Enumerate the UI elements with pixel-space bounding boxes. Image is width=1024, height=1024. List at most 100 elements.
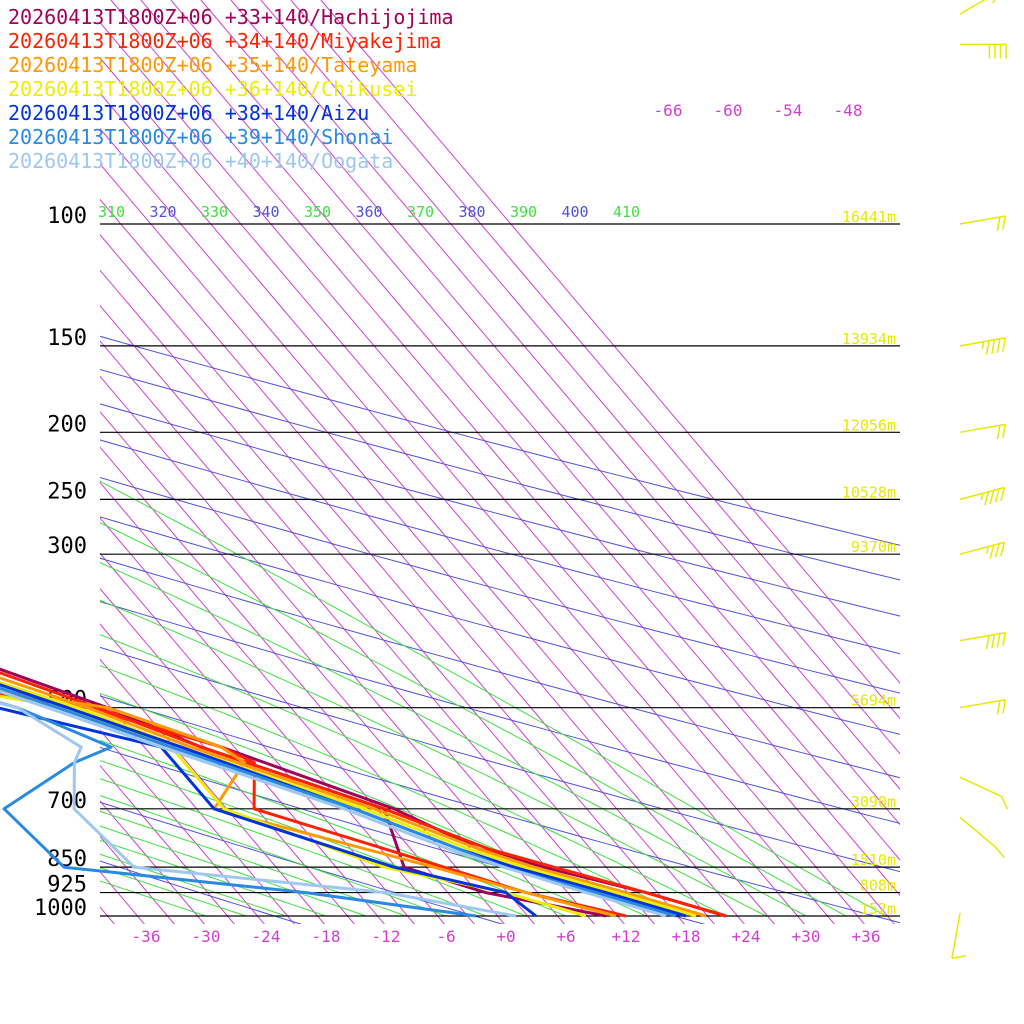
series-dew-line bbox=[0, 701, 517, 918]
dry-adiabat bbox=[100, 368, 900, 581]
pressure-label: 700 bbox=[47, 789, 87, 814]
wind-barb bbox=[959, 698, 1007, 715]
height-label: 13934m bbox=[842, 330, 896, 348]
dry-adiabat bbox=[100, 557, 900, 779]
isotherm bbox=[100, 269, 655, 924]
theta-label: 400 bbox=[562, 203, 589, 221]
isotherm bbox=[100, 21, 865, 924]
moist-adiabat bbox=[100, 480, 887, 917]
dry-adiabat bbox=[100, 601, 900, 824]
isotherm bbox=[100, 410, 535, 924]
isotherm bbox=[100, 764, 235, 924]
isotherm bbox=[100, 446, 505, 924]
x-tick-label: +12 bbox=[612, 927, 641, 946]
upper-temp-label: -54 bbox=[774, 101, 803, 120]
wind-barb bbox=[951, 912, 966, 960]
series-temp-line bbox=[0, 681, 697, 918]
isotherm bbox=[100, 375, 565, 924]
isotherm bbox=[100, 552, 415, 924]
height-label: 152m bbox=[860, 900, 896, 918]
x-tick-label: -36 bbox=[132, 927, 161, 946]
isotherm bbox=[100, 92, 805, 924]
moist-adiabat bbox=[100, 599, 767, 917]
height-label: 1510m bbox=[851, 851, 896, 869]
wind-barb bbox=[959, 423, 1007, 440]
series-temp-line bbox=[0, 676, 707, 918]
x-tick-label: +18 bbox=[672, 927, 701, 946]
series-temp-line bbox=[0, 689, 667, 918]
isotherm bbox=[100, 127, 775, 924]
wind-barbs bbox=[951, 0, 1009, 960]
legend-entry: 20260413T1800Z+06 +40+140/Oogata bbox=[8, 149, 393, 173]
isotherm bbox=[200, 0, 900, 826]
isotherm bbox=[100, 57, 835, 924]
wind-barb bbox=[959, 776, 1009, 810]
isotherm bbox=[170, 0, 900, 861]
isotherm bbox=[100, 340, 595, 924]
moist-adiabat bbox=[100, 778, 487, 917]
pressure-label: 925 bbox=[47, 873, 87, 898]
moist-adiabat bbox=[100, 562, 807, 917]
series-dew-line bbox=[0, 689, 617, 918]
moist-adiabat bbox=[100, 825, 367, 917]
height-labels: 16441m 13934m 12056m 10528m 9370m 5694m 3090m 1… bbox=[842, 208, 896, 918]
isotherm bbox=[260, 0, 900, 755]
moist-adiabat-lines bbox=[100, 480, 887, 917]
isotherm bbox=[100, 729, 265, 924]
x-tick-label: -24 bbox=[252, 927, 281, 946]
dry-adiabat bbox=[100, 801, 504, 924]
upper-temp-label: -60 bbox=[714, 101, 743, 120]
pressure-label: 250 bbox=[47, 479, 87, 504]
theta-labels: 310 320 330 340 350 360 370 380 390 400 410 bbox=[98, 203, 640, 221]
theta-label: 380 bbox=[459, 203, 486, 221]
series-temp-line bbox=[0, 686, 677, 918]
isotherm bbox=[290, 0, 900, 720]
wind-barb bbox=[959, 215, 1007, 231]
isotherm bbox=[100, 234, 685, 924]
moist-adiabat bbox=[100, 665, 687, 917]
moist-adiabat bbox=[100, 810, 407, 917]
isotherm bbox=[100, 517, 445, 924]
legend-entry: 20260413T1800Z+06 +36+140/Chikusei bbox=[8, 77, 417, 101]
isotherm bbox=[140, 0, 900, 897]
x-tick-label: -30 bbox=[192, 927, 221, 946]
height-label: 16441m bbox=[842, 208, 896, 226]
moist-adiabat bbox=[100, 795, 447, 917]
wind-barb bbox=[959, 816, 1005, 859]
legend-entry: 20260413T1800Z+06 +39+140/Shonai bbox=[8, 125, 393, 149]
theta-label: 350 bbox=[304, 203, 331, 221]
moist-adiabat bbox=[100, 853, 287, 917]
theta-label: 310 bbox=[98, 203, 125, 221]
isotherm bbox=[110, 0, 895, 924]
theta-label: 340 bbox=[253, 203, 280, 221]
height-label: 9370m bbox=[851, 538, 896, 556]
legend: 20260413T1800Z+06 +33+140/Hachijojima202… bbox=[8, 5, 454, 173]
x-tick-label: -18 bbox=[312, 927, 341, 946]
height-label: 10528m bbox=[842, 483, 896, 501]
isotherm bbox=[100, 694, 295, 924]
series-dew-line bbox=[0, 706, 537, 918]
dry-adiabat bbox=[100, 439, 900, 655]
dry-adiabat bbox=[100, 403, 900, 617]
isotherm bbox=[100, 623, 355, 924]
upper-temp-label: -48 bbox=[834, 101, 863, 120]
wind-barb bbox=[959, 631, 1007, 650]
isotherm bbox=[100, 658, 325, 924]
dry-adiabat bbox=[100, 335, 900, 546]
dry-adiabat bbox=[100, 860, 303, 924]
upper-temperature-labels: -66 -60 -54 -48 bbox=[654, 101, 863, 120]
isotherm bbox=[100, 304, 625, 924]
pressure-label: 150 bbox=[47, 326, 87, 351]
theta-label: 360 bbox=[356, 203, 383, 221]
x-tick-label: +36 bbox=[852, 927, 881, 946]
theta-label: 390 bbox=[510, 203, 537, 221]
height-label: 3090m bbox=[851, 793, 896, 811]
legend-entry: 20260413T1800Z+06 +33+140/Hachijojima bbox=[8, 5, 454, 29]
pressure-label: 100 bbox=[47, 204, 87, 229]
x-tick-label: +0 bbox=[496, 927, 515, 946]
x-tick-label: +30 bbox=[792, 927, 821, 946]
legend-entry: 20260413T1800Z+06 +34+140/Miyakejima bbox=[8, 29, 441, 53]
upper-temp-label: -66 bbox=[654, 101, 683, 120]
isotherm bbox=[100, 481, 475, 924]
